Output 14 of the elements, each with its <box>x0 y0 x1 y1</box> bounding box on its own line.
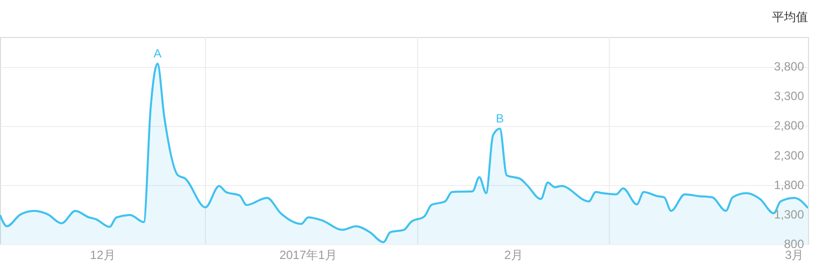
y-tick-label: 3,800 <box>774 60 804 74</box>
y-tick-label: 2,300 <box>774 148 804 162</box>
x-tick-label: 12月 <box>90 248 116 262</box>
y-tick-label: 1,300 <box>774 207 804 222</box>
x-tick-label: 2017年1月 <box>279 248 337 262</box>
x-tick-label: 2月 <box>504 248 523 262</box>
annotation: B <box>496 112 504 126</box>
y-tick-label: 3,300 <box>774 89 804 104</box>
x-tick-label: 3月 <box>784 248 804 262</box>
annotation: A <box>153 46 162 61</box>
y-tick-label: 800 <box>784 237 804 251</box>
text: 平均值 <box>772 10 808 24</box>
y-tick-label: 2,800 <box>774 118 804 133</box>
y-tick-label: 1,800 <box>774 178 804 192</box>
